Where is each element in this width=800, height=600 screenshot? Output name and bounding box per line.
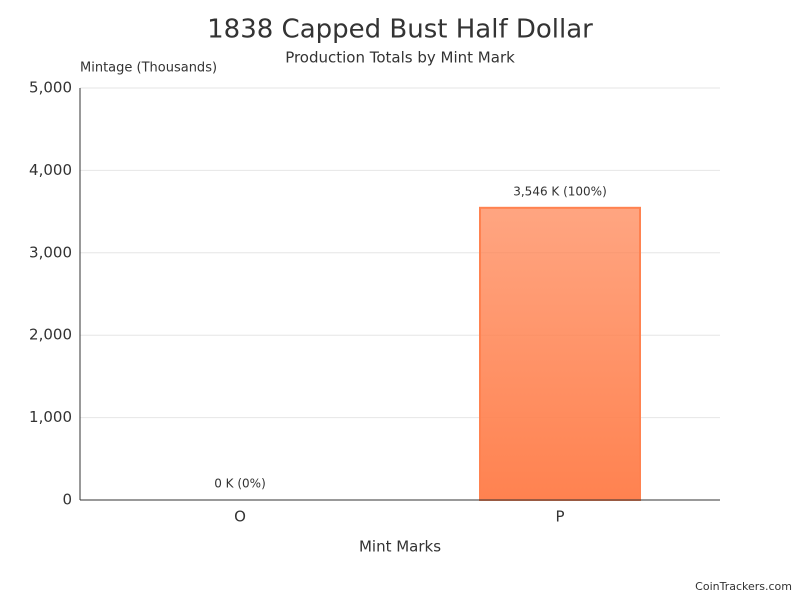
y-tick-label: 0: [62, 491, 72, 509]
y-tick-label: 2,000: [29, 326, 72, 344]
data-label: 3,546 K (100%): [513, 184, 607, 198]
credits: CoinTrackers.com: [695, 580, 792, 593]
y-tick-label: 3,000: [29, 243, 72, 261]
data-label: 0 K (0%): [214, 477, 266, 491]
bar: [479, 206, 641, 501]
chart-subtitle: Production Totals by Mint Mark: [285, 49, 515, 67]
chart-title: 1838 Capped Bust Half Dollar: [207, 15, 593, 45]
x-axis-label: Mint Marks: [359, 538, 441, 556]
y-tick-label: 1,000: [29, 408, 72, 426]
y-tick-label: 4,000: [29, 161, 72, 179]
y-tick-label: 5,000: [29, 79, 72, 97]
y-axis-label: Mintage (Thousands): [80, 61, 217, 76]
x-tick-label: P: [555, 508, 564, 526]
x-tick-label: O: [234, 508, 246, 526]
